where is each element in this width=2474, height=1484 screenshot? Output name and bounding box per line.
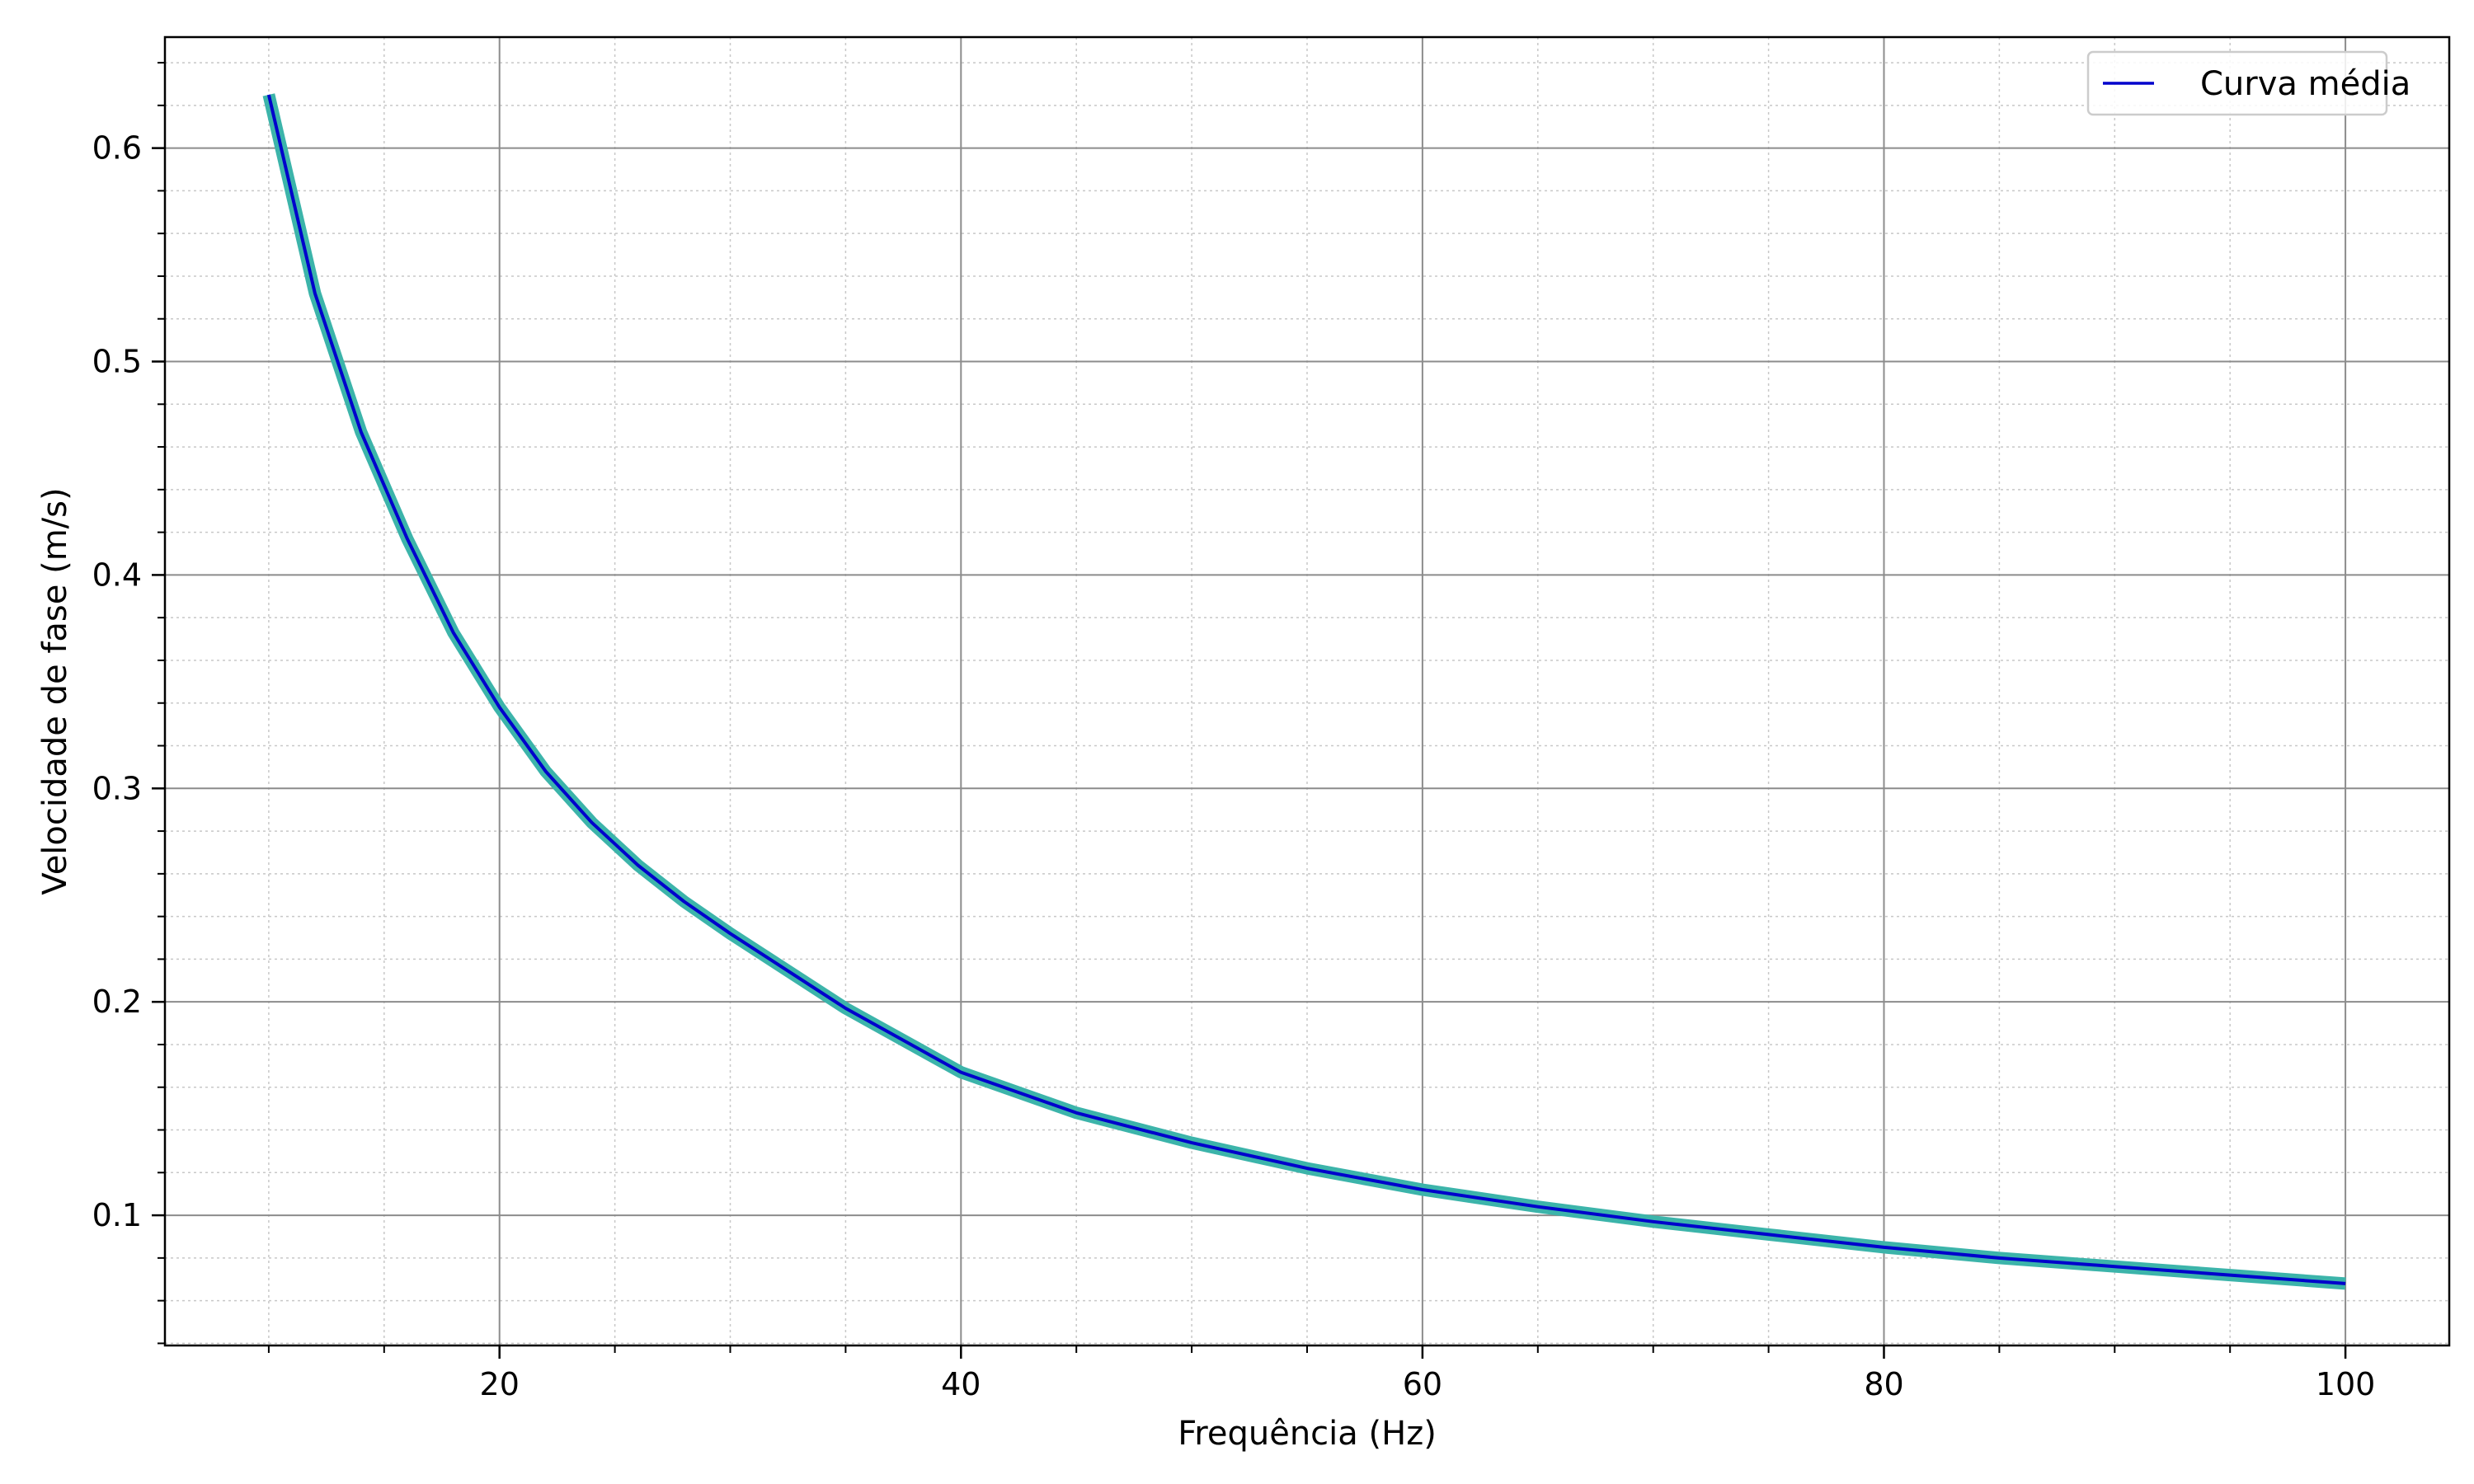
x-tick-label: 40 [941, 1366, 981, 1402]
series-line-curva-media [266, 94, 2346, 1285]
y-tick-label: 0.6 [92, 130, 142, 167]
major-grid [165, 37, 2449, 1345]
plot-lines [262, 93, 2346, 1290]
x-tick-label: 60 [1403, 1366, 1442, 1402]
x-tick-label: 80 [1864, 1366, 1903, 1402]
y-tick-label: 0.3 [92, 770, 142, 806]
minor-grid [165, 37, 2449, 1345]
tick-labels: 20 40 60 80 100 0.1 0.2 0.3 0.4 0.5 0.6 [92, 130, 2376, 1402]
legend-entry-label: Curva média [2200, 65, 2411, 103]
legend-box [2086, 50, 2388, 116]
y-tick-label: 0.5 [92, 344, 142, 380]
y-tick-label: 0.1 [92, 1197, 142, 1233]
y-axis-label: Velocidade de fase (m/s) [36, 487, 74, 895]
ticks [152, 62, 2347, 1359]
x-axis-label: Frequência (Hz) [1178, 1415, 1437, 1453]
y-tick-label: 0.2 [92, 984, 142, 1020]
x-tick-label: 100 [2316, 1366, 2376, 1402]
legend: Curva média [2086, 50, 2411, 116]
y-tick-label: 0.4 [92, 556, 142, 593]
x-tick-label: 20 [480, 1366, 520, 1402]
